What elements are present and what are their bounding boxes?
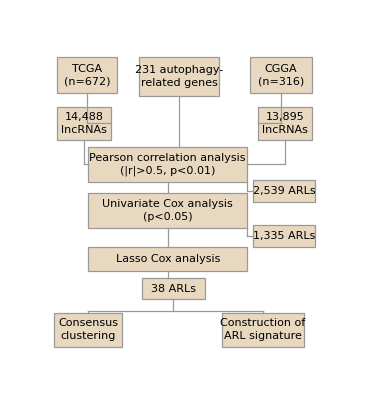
FancyBboxPatch shape xyxy=(253,225,315,247)
FancyBboxPatch shape xyxy=(57,57,117,93)
Text: 13,895
lncRNAs: 13,895 lncRNAs xyxy=(262,112,309,135)
Text: 1,335 ARLs: 1,335 ARLs xyxy=(253,231,315,241)
Text: Consensus
clustering: Consensus clustering xyxy=(58,318,118,341)
Text: 231 autophagy-
related genes: 231 autophagy- related genes xyxy=(135,65,223,88)
Text: Univariate Cox analysis
(p<0.05): Univariate Cox analysis (p<0.05) xyxy=(102,199,233,222)
FancyBboxPatch shape xyxy=(88,146,247,182)
FancyBboxPatch shape xyxy=(57,106,111,140)
Text: CGGA
(n=316): CGGA (n=316) xyxy=(258,64,304,86)
FancyBboxPatch shape xyxy=(222,313,304,347)
FancyBboxPatch shape xyxy=(258,106,313,140)
Text: 38 ARLs: 38 ARLs xyxy=(151,284,196,294)
Text: 2,539 ARLs: 2,539 ARLs xyxy=(253,186,315,196)
FancyBboxPatch shape xyxy=(253,180,315,202)
FancyBboxPatch shape xyxy=(139,57,219,96)
FancyBboxPatch shape xyxy=(142,278,205,299)
Text: Pearson correlation analysis
(|r|>0.5, p<0.01): Pearson correlation analysis (|r|>0.5, p… xyxy=(89,153,246,176)
Text: Construction of
ARL signature: Construction of ARL signature xyxy=(220,318,305,341)
FancyBboxPatch shape xyxy=(88,193,247,228)
FancyBboxPatch shape xyxy=(54,313,122,347)
Text: Lasso Cox analysis: Lasso Cox analysis xyxy=(116,254,220,264)
Text: TCGA
(n=672): TCGA (n=672) xyxy=(64,64,110,86)
FancyBboxPatch shape xyxy=(250,57,313,93)
Text: 14,488
lncRNAs: 14,488 lncRNAs xyxy=(61,112,107,135)
FancyBboxPatch shape xyxy=(88,247,247,271)
